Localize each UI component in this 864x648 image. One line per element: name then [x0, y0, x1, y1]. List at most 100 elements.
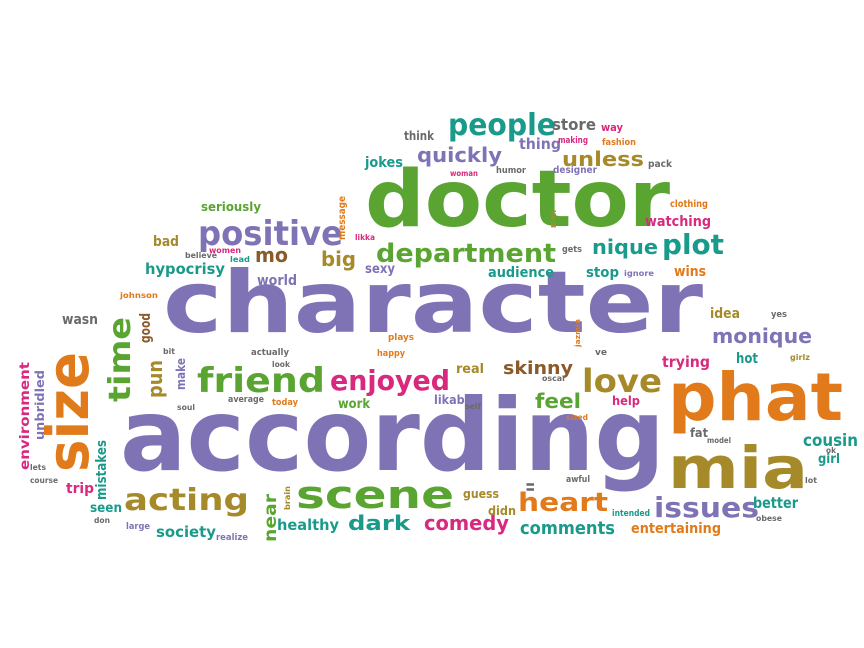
word-pack: pack — [648, 159, 672, 170]
word-pun: pun — [143, 360, 167, 398]
word-better: better — [753, 494, 799, 512]
word-average: average — [228, 395, 264, 405]
word-plays: plays — [388, 333, 414, 343]
word-obese: obese — [756, 514, 783, 523]
word-ok: ok — [826, 446, 837, 455]
word-jazmin: jazmin — [574, 319, 582, 348]
word-think: think — [404, 129, 435, 143]
word-store: store — [552, 115, 596, 134]
word-time: time — [103, 317, 138, 402]
word-humor: humor — [496, 166, 527, 176]
word-brain: brain — [283, 486, 292, 510]
word-heart: heart — [518, 488, 608, 518]
word-nique: nique — [592, 235, 658, 259]
word-hot: hot — [736, 351, 758, 367]
word-dark: dark — [348, 511, 411, 535]
word-awful: awful — [566, 475, 590, 485]
word-guess: guess — [463, 487, 499, 501]
word-mistakes: mistakes — [94, 440, 110, 500]
word-look: look — [272, 360, 291, 369]
word-enjoyed: enjoyed — [330, 364, 450, 397]
word-friend: friend — [197, 361, 325, 401]
word-lets: lets — [30, 463, 46, 472]
word-acting: acting — [124, 483, 249, 518]
word-today: today — [272, 398, 298, 408]
word-men: men — [549, 210, 559, 228]
word-mo: mo — [255, 243, 288, 267]
word-doctor: doctor — [365, 155, 671, 245]
word-wasn: wasn — [62, 312, 98, 328]
word-didn: didn — [488, 504, 516, 518]
word-sexy: sexy — [365, 262, 395, 277]
word-thing: thing — [519, 135, 561, 153]
word-size: size — [34, 352, 102, 472]
word-help: help — [612, 394, 640, 408]
word-comedy: comedy — [424, 511, 509, 535]
word-model: model — [707, 436, 731, 445]
word-near: near — [261, 493, 281, 542]
word-idea: idea — [710, 306, 740, 322]
word-unbridled: unbridled — [33, 370, 47, 440]
word-entertaining: entertaining — [631, 521, 721, 537]
word-healthy: healthy — [277, 516, 339, 534]
word-character: character — [163, 253, 704, 353]
word-stop: stop — [586, 265, 619, 281]
word-quickly: quickly — [417, 143, 502, 167]
word-love: love — [582, 362, 662, 400]
word-audience: audience — [488, 265, 554, 281]
word-skinny: skinny — [503, 358, 573, 379]
word-good: good — [138, 313, 154, 343]
word-message: message — [337, 196, 348, 240]
word-phat: phat — [668, 359, 843, 436]
word-johnson: johnson — [119, 291, 158, 300]
word-big: big — [321, 247, 356, 271]
word-people: people — [448, 108, 556, 143]
word-girl: girl — [818, 452, 840, 467]
word-work: work — [338, 397, 370, 412]
word-watching: watching — [645, 214, 711, 230]
word-jokes: jokes — [364, 155, 403, 171]
word-actually: actually — [251, 348, 289, 358]
word-hypocrisy: hypocrisy — [145, 260, 225, 278]
word-scene: scene — [296, 473, 454, 517]
word-realize: realize — [216, 533, 248, 543]
word-bit: bit — [163, 347, 175, 356]
word-ignore: ignore — [624, 269, 655, 278]
word-intended: intended — [612, 509, 650, 519]
word-ve: ve — [595, 348, 607, 358]
word-sized: sized — [566, 413, 588, 422]
word-gets: gets — [562, 245, 582, 255]
word-making: making — [558, 136, 588, 146]
word-likka: likka — [355, 233, 375, 242]
word-happy: happy — [377, 349, 405, 359]
word-ll: ll — [526, 482, 537, 492]
word-comments: comments — [520, 518, 615, 539]
word-course: course — [30, 476, 59, 485]
word-feel: feel — [535, 389, 581, 413]
word-issues: issues — [654, 491, 759, 524]
word-don: don — [94, 516, 110, 525]
word-make: make — [174, 358, 188, 390]
word-yes: yes — [771, 310, 787, 320]
word-plot: plot — [662, 228, 724, 261]
word-cousin: cousin — [803, 431, 858, 451]
word-positive: positive — [198, 214, 343, 254]
word-clothing: clothing — [670, 199, 708, 210]
word-seriously: seriously — [201, 200, 261, 214]
word-society: society — [156, 523, 216, 541]
word-women: women — [209, 246, 241, 255]
word-seen: seen — [90, 501, 122, 516]
word-lead: lead — [230, 255, 250, 264]
word-according: according — [120, 377, 665, 494]
word-department: department — [376, 239, 556, 269]
word-girlz: girlz — [790, 353, 810, 362]
word-trying: trying — [662, 353, 710, 371]
word-lot: lot — [805, 476, 817, 485]
word-monique: monique — [712, 324, 812, 348]
word-designer: designer — [553, 165, 597, 176]
word-wins: wins — [674, 264, 706, 280]
word-believe: believe — [185, 251, 218, 260]
word-way: way — [601, 121, 623, 134]
